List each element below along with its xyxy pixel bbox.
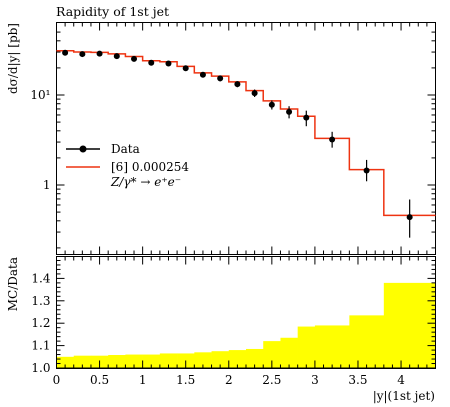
data-point [303, 110, 310, 127]
data-marker [96, 50, 103, 57]
ratio-bar [280, 337, 298, 368]
data-point [62, 49, 69, 56]
x-axis-label: |y|(1st jet) [373, 389, 435, 403]
data-marker [62, 49, 69, 56]
x-tick-label: 3 [311, 373, 319, 387]
data-marker [79, 51, 86, 58]
ratio-bar [159, 353, 178, 368]
ratio-bar [383, 282, 436, 368]
data-marker [113, 53, 120, 60]
ratio-y-axis-label: MC/Data [6, 257, 20, 311]
legend-mc-label: [6] 0.000254 [111, 160, 189, 174]
data-marker [148, 59, 155, 66]
data-point [286, 106, 293, 119]
data-marker [303, 114, 310, 121]
legend: Data [6] 0.000254 Z/γ* → e⁺e⁻ [66, 142, 189, 189]
mc-histogram-line [56, 50, 436, 217]
ratio-bar [228, 350, 247, 368]
data-marker [406, 214, 413, 221]
data-point [165, 60, 172, 67]
chart-title: Rapidity of 1st jet [56, 4, 169, 19]
data-marker [131, 55, 138, 62]
ratio-plot-panel: 1.0 1.1 1.2 1.3 1.4 0 0.5 1 1.5 2 2.5 3 3.5 4 MC/Data… [6, 256, 436, 403]
legend-data-marker [79, 145, 87, 153]
x-tick-label: 0.5 [90, 373, 109, 387]
ratio-bar [56, 356, 75, 368]
y-tick-label: 1 [43, 178, 51, 192]
data-point [363, 159, 370, 182]
y-tick-label: 1.4 [31, 271, 50, 285]
data-point [199, 71, 206, 78]
x-tick-label: 4 [397, 373, 405, 387]
legend-process-label: Z/γ* → e⁺e⁻ [110, 175, 181, 189]
mc-histogram [56, 50, 436, 217]
ratio-bar [211, 351, 230, 368]
data-marker [165, 60, 172, 67]
data-point [113, 53, 120, 60]
ratio-bar [73, 355, 92, 368]
x-tick-label: 1 [139, 373, 147, 387]
x-tick-label: 2 [225, 373, 233, 387]
data-point [96, 50, 103, 57]
y-tick-label: 1.1 [31, 339, 50, 353]
data-point [268, 100, 275, 110]
data-marker [217, 75, 224, 82]
ratio-bar [246, 348, 264, 368]
data-point [182, 65, 189, 72]
data-marker [268, 101, 275, 108]
ratio-bar [194, 352, 212, 368]
ratio-bar [349, 315, 385, 368]
ratio-bar [108, 355, 126, 368]
x-tick-label: 3.5 [348, 373, 367, 387]
ratio-bar [297, 326, 316, 368]
data-marker [234, 81, 241, 88]
main-y-axis-label: dσ/d|y| [pb] [6, 23, 20, 94]
data-marker [363, 167, 370, 174]
data-point [251, 89, 258, 98]
data-marker [329, 136, 336, 143]
y-tick-label: 1.3 [31, 294, 50, 308]
data-point [217, 75, 224, 82]
y-tick-label: 1.2 [31, 316, 50, 330]
data-point [131, 55, 138, 62]
x-tick-label: 0 [53, 373, 61, 387]
legend-data-label: Data [111, 142, 140, 156]
data-marker [251, 90, 258, 97]
data-point [329, 131, 336, 148]
data-point [406, 199, 413, 238]
data-marker [182, 65, 189, 72]
y-tick-label: 10¹ [30, 88, 50, 102]
data-point [234, 81, 241, 88]
x-tick-label: 1.5 [176, 373, 195, 387]
main-plot-ticks: 10¹ 1 [30, 22, 436, 255]
data-points [62, 49, 413, 238]
data-marker [286, 108, 293, 115]
data-point [148, 59, 155, 66]
ratio-bar [125, 354, 143, 368]
main-plot-panel: 10¹ 1 dσ/d|y| [pb] Data [6] 0.000254 Z/γ*… [6, 22, 436, 255]
ratio-plot-ticks: 1.0 1.1 1.2 1.3 1.4 0 0.5 1 1.5 2 2.5 3 3.5 4 [31, 256, 436, 387]
main-plot-frame [56, 22, 436, 255]
data-marker [199, 71, 206, 78]
x-tick-label: 2.5 [262, 373, 281, 387]
data-point [79, 51, 86, 58]
ratio-bar [314, 325, 350, 368]
ratio-bars [56, 282, 436, 368]
ratio-bar [263, 341, 281, 368]
ratio-bar [142, 354, 161, 368]
y-tick-label: 1.0 [31, 361, 50, 375]
